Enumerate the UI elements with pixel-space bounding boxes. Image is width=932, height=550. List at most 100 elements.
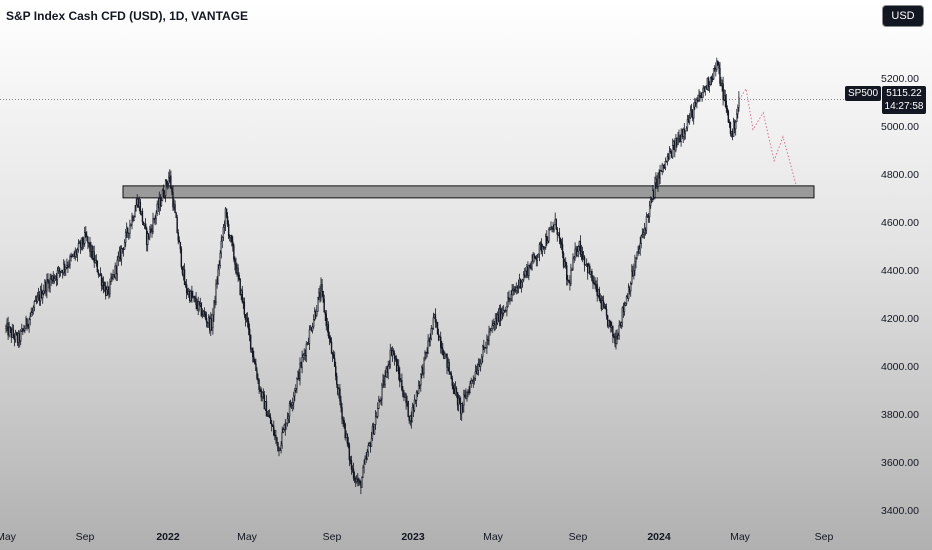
candle-body: [497, 314, 500, 322]
candle-body: [426, 352, 428, 354]
candle-body: [417, 385, 420, 394]
candle-body: [204, 314, 207, 319]
candle-body: [30, 312, 32, 317]
candle-body: [480, 356, 483, 364]
candle-body: [197, 301, 199, 310]
candle-body: [459, 402, 462, 415]
candle-body: [521, 279, 524, 283]
candle-body: [603, 306, 606, 308]
candle-body: [394, 358, 397, 360]
candle-body: [444, 353, 446, 359]
candle-body: [7, 322, 9, 336]
candle-body: [581, 251, 584, 260]
candle-body: [321, 284, 323, 292]
candle-body: [219, 252, 221, 266]
candle-body: [167, 183, 169, 185]
candle-body: [457, 397, 460, 406]
candle-body: [628, 287, 631, 292]
candle-body: [232, 241, 234, 247]
candle-body: [293, 395, 295, 403]
symbol-label: SP500: [845, 86, 882, 101]
candle-body: [395, 358, 398, 372]
candle-body: [243, 301, 246, 315]
candle-body: [49, 278, 51, 289]
candle-body: [564, 261, 567, 266]
candle-body: [442, 348, 444, 355]
candle-body: [97, 271, 100, 275]
candle-body: [287, 415, 290, 420]
candle-body: [698, 95, 700, 101]
candle-body: [265, 401, 268, 417]
candle-body: [323, 298, 325, 313]
candle-body: [184, 284, 187, 286]
candle-body: [693, 106, 695, 119]
candle-body: [22, 328, 24, 331]
candle-body: [82, 243, 85, 245]
candle-body: [363, 463, 365, 468]
candle-body: [648, 205, 651, 218]
candle-body: [20, 330, 22, 342]
candle-body: [441, 347, 443, 349]
candle-body: [270, 423, 273, 426]
candle-body: [32, 307, 35, 312]
candle-body: [191, 291, 193, 297]
candle-body: [436, 321, 439, 335]
candle-body: [21, 328, 23, 332]
candle-body: [533, 254, 535, 257]
candle-body: [85, 232, 87, 236]
candle-body: [673, 141, 675, 146]
candle-body: [31, 310, 33, 313]
candle-body: [304, 353, 306, 356]
candle-body: [84, 232, 86, 244]
candle-body: [155, 213, 157, 219]
candle-body: [222, 227, 225, 238]
currency-button[interactable]: USD: [882, 5, 924, 27]
candle-body: [373, 424, 376, 435]
resistance-zone[interactable]: [122, 185, 815, 199]
candle-body: [10, 328, 12, 338]
candle-body: [95, 259, 97, 262]
candle-body: [731, 131, 734, 137]
candle-body: [461, 403, 463, 415]
candle-body: [579, 241, 582, 255]
candle-body: [288, 403, 291, 417]
candle-body: [149, 229, 151, 238]
candle-body: [662, 164, 664, 168]
candle-body: [552, 228, 554, 230]
candle-body: [577, 246, 579, 252]
candle-body: [537, 253, 540, 258]
candle-body: [141, 210, 144, 223]
candle-body: [452, 385, 455, 390]
candle-body: [33, 301, 36, 308]
candle-body: [227, 223, 230, 237]
candle-body: [388, 364, 390, 367]
candle-body: [613, 335, 615, 338]
candle-body: [315, 311, 317, 316]
candle-body: [562, 253, 565, 267]
candle-body: [583, 256, 586, 265]
candle-body: [535, 257, 537, 261]
candle-body: [248, 328, 251, 336]
bar-countdown: 14:27:58: [884, 101, 924, 112]
candle-body: [15, 332, 18, 335]
y-tick-label: 4400.00: [881, 265, 919, 277]
candle-body: [311, 326, 314, 331]
candle-body: [277, 442, 279, 452]
candle-body: [507, 297, 509, 307]
candle-body: [319, 292, 321, 298]
candle-body: [195, 298, 197, 306]
candle-body: [424, 351, 426, 359]
y-tick-label: 5000.00: [881, 121, 919, 134]
x-tick-label: May: [483, 531, 503, 543]
candle-body: [630, 283, 632, 292]
y-tick-label: 3400.00: [881, 504, 919, 517]
candle-body: [487, 338, 489, 341]
candle-body: [347, 442, 350, 446]
candle-body: [145, 228, 148, 245]
candle-body: [27, 325, 29, 328]
candle-body: [193, 296, 195, 298]
candle-body: [377, 408, 379, 417]
y-tick-label: 4200.00: [881, 312, 919, 325]
x-tick-label: May: [237, 531, 257, 543]
